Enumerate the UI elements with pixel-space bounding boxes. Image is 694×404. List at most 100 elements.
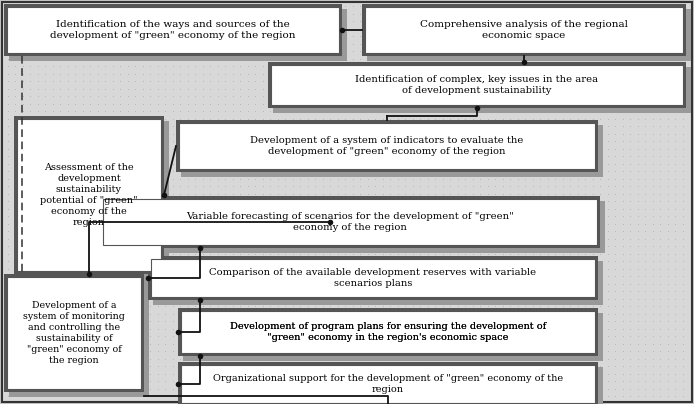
Point [482,160,493,167]
Point [198,258,209,264]
Point [242,265,253,272]
Point [183,333,194,339]
Point [198,168,209,174]
Bar [271,65,683,105]
Point [573,70,584,77]
Point [550,250,561,257]
Point [108,348,119,354]
Point [205,100,216,107]
Point [498,123,509,129]
Point [25,48,36,54]
Point [40,243,51,249]
Point [115,303,126,309]
Point [580,33,591,39]
Point [580,378,591,384]
Point [625,183,636,189]
Point [490,385,501,392]
Point [602,228,613,234]
Point [40,228,51,234]
Point [423,85,434,92]
Point [40,310,51,317]
Point [190,265,201,272]
Point [520,40,531,47]
Point [130,48,141,54]
Point [228,250,239,257]
Point [167,70,178,77]
Point [85,265,96,272]
Point [295,63,306,69]
Point [40,258,51,264]
Point [92,138,103,144]
Point [580,48,591,54]
Point [47,190,58,197]
Point [40,145,51,152]
Point [250,108,261,114]
Point [407,198,418,204]
Point [340,130,351,137]
Point [78,243,89,249]
Point [475,295,486,302]
Point [310,243,321,249]
Point [250,70,261,77]
Point [625,3,636,9]
Point [92,258,103,264]
Point [287,40,298,47]
Point [183,190,194,197]
Point [625,115,636,122]
Point [573,265,584,272]
Point [580,145,591,152]
Point [295,363,306,369]
Point [445,385,456,392]
Point [430,145,441,152]
Point [640,213,651,219]
Point [362,48,373,54]
Point [460,153,471,159]
Point [625,295,636,302]
Point [407,265,418,272]
Point [490,85,501,92]
Point [437,378,448,384]
Point [520,393,531,399]
Point [122,123,133,129]
Point [557,355,568,362]
Point [17,333,28,339]
Point [25,288,36,294]
Point [648,333,659,339]
Point [580,310,591,317]
Point [505,235,516,242]
Point [527,108,539,114]
Point [415,130,426,137]
Point [250,303,261,309]
Point [602,160,613,167]
Point [295,265,306,272]
Point [62,393,74,399]
Point [535,40,546,47]
Point [677,138,688,144]
Point [602,273,613,279]
Point [482,325,493,332]
Point [482,40,493,47]
Point [25,325,36,332]
Point [655,175,666,182]
Point [362,273,373,279]
Point [505,273,516,279]
Point [663,123,674,129]
Point [498,273,509,279]
Point [385,55,396,62]
Point [85,153,96,159]
Point [573,333,584,339]
Point [407,175,418,182]
Point [610,93,621,99]
Point [423,303,434,309]
Point [25,340,36,347]
Point [310,325,321,332]
Point [85,228,96,234]
Point [175,168,186,174]
Point [475,205,486,212]
Point [527,348,539,354]
Point [332,70,344,77]
Point [205,175,216,182]
Point [228,33,239,39]
Point [677,235,688,242]
Point [348,325,359,332]
